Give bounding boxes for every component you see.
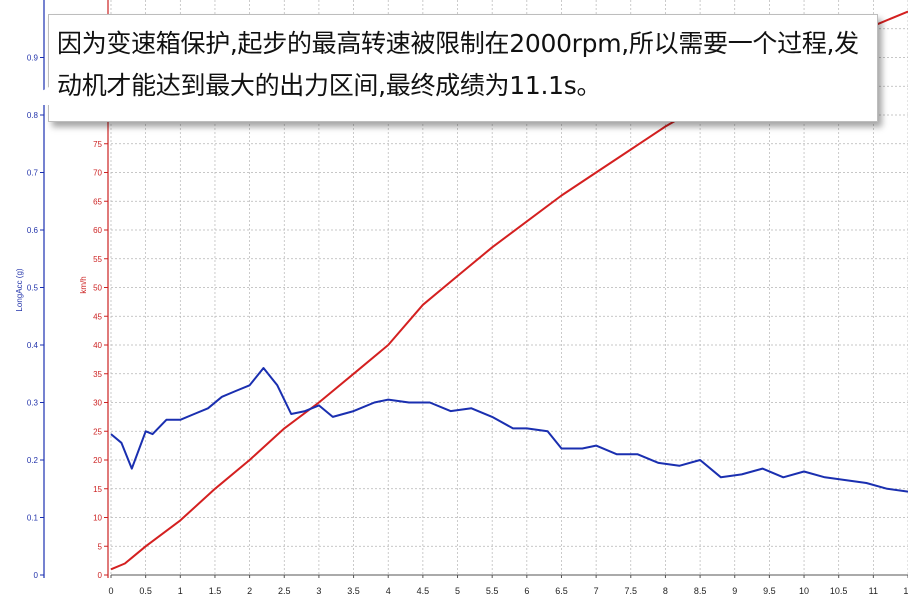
left-tick-label: 0.9 <box>27 54 39 63</box>
x-tick-label: 1.5 <box>209 586 222 596</box>
x-tick-label: 9.5 <box>763 586 776 596</box>
left-tick-label: 0.1 <box>27 514 39 523</box>
x-tick-label: 11 <box>869 586 878 596</box>
left-tick-label: 0.2 <box>27 456 39 465</box>
x-tick-label: 5.5 <box>486 586 499 596</box>
left-tick-label: 0.5 <box>27 284 39 293</box>
left-axis-title: LongAcc (g) <box>15 268 24 311</box>
speed-tick-label: 75 <box>93 140 102 149</box>
acceleration-series-line <box>110 367 908 493</box>
speed-tick-label: 15 <box>93 485 102 494</box>
x-tick-label: 7.5 <box>625 586 638 596</box>
speed-tick-label: 30 <box>93 399 102 408</box>
left-tick-label: 0.4 <box>27 341 39 350</box>
x-tick-label: 10 <box>799 586 809 596</box>
x-tick-label: 2.5 <box>278 586 291 596</box>
x-tick-label: 8.5 <box>694 586 707 596</box>
speed-tick-label: 50 <box>93 284 102 293</box>
x-tick-label: 3 <box>316 586 321 596</box>
left-tick-label: 0 <box>34 571 39 580</box>
speed-tick-label: 60 <box>93 226 102 235</box>
x-tick-label: 1 <box>178 586 183 596</box>
speed-tick-label: 65 <box>93 197 102 206</box>
x-tick-label: 6.5 <box>555 586 568 596</box>
x-tick-label: 0.5 <box>139 586 152 596</box>
caption-callout: 因为变速箱保护,起步的最高转速被限制在2000rpm,所以需要一个过程,发动机才… <box>17 14 878 122</box>
x-tick-label: 11 <box>903 586 908 596</box>
x-tick-label: 3.5 <box>347 586 360 596</box>
speed-tick-label: 5 <box>98 542 103 551</box>
speed-tick-label: 55 <box>93 255 102 264</box>
x-tick-label: 8 <box>663 586 668 596</box>
x-tick-label: 7 <box>594 586 599 596</box>
x-axis-ticks: 0 0.5 1 1.5 2 2.5 3 3.5 4 4.5 5 5.5 6 6.5 7 7.5 8 8.5 9 9.5… <box>108 575 908 596</box>
left-axis-ticks: 0 0.1 0.2 0.3 0.4 0.5 0.6 0.7 0.8 0.9 <box>27 54 44 580</box>
left-tick-label: 0.3 <box>27 399 39 408</box>
x-tick-label: 0 <box>108 586 113 596</box>
speed-tick-label: 70 <box>93 169 102 178</box>
left-tick-label: 0.6 <box>27 226 39 235</box>
left-tick-label: 0.7 <box>27 169 39 178</box>
left-tick-label: 0.8 <box>27 111 39 120</box>
x-tick-label: 5 <box>455 586 460 596</box>
speed-tick-label: 10 <box>93 514 102 523</box>
x-tick-label: 4.5 <box>417 586 430 596</box>
x-tick-label: 6 <box>524 586 529 596</box>
right-axis-title: km/h <box>79 276 88 293</box>
speed-tick-label: 35 <box>93 370 102 379</box>
speed-tick-label: 45 <box>93 312 102 321</box>
caption-text: 因为变速箱保护,起步的最高转速被限制在2000rpm,所以需要一个过程,发动机才… <box>57 29 859 100</box>
x-tick-label: 9 <box>732 586 737 596</box>
speed-tick-label: 20 <box>93 456 102 465</box>
speed-tick-label: 25 <box>93 427 102 436</box>
x-tick-label: 2 <box>247 586 252 596</box>
speed-tick-label: 0 <box>98 571 103 580</box>
x-tick-label: 10.5 <box>830 586 848 596</box>
speed-tick-label: 40 <box>93 341 102 350</box>
x-tick-label: 4 <box>386 586 391 596</box>
